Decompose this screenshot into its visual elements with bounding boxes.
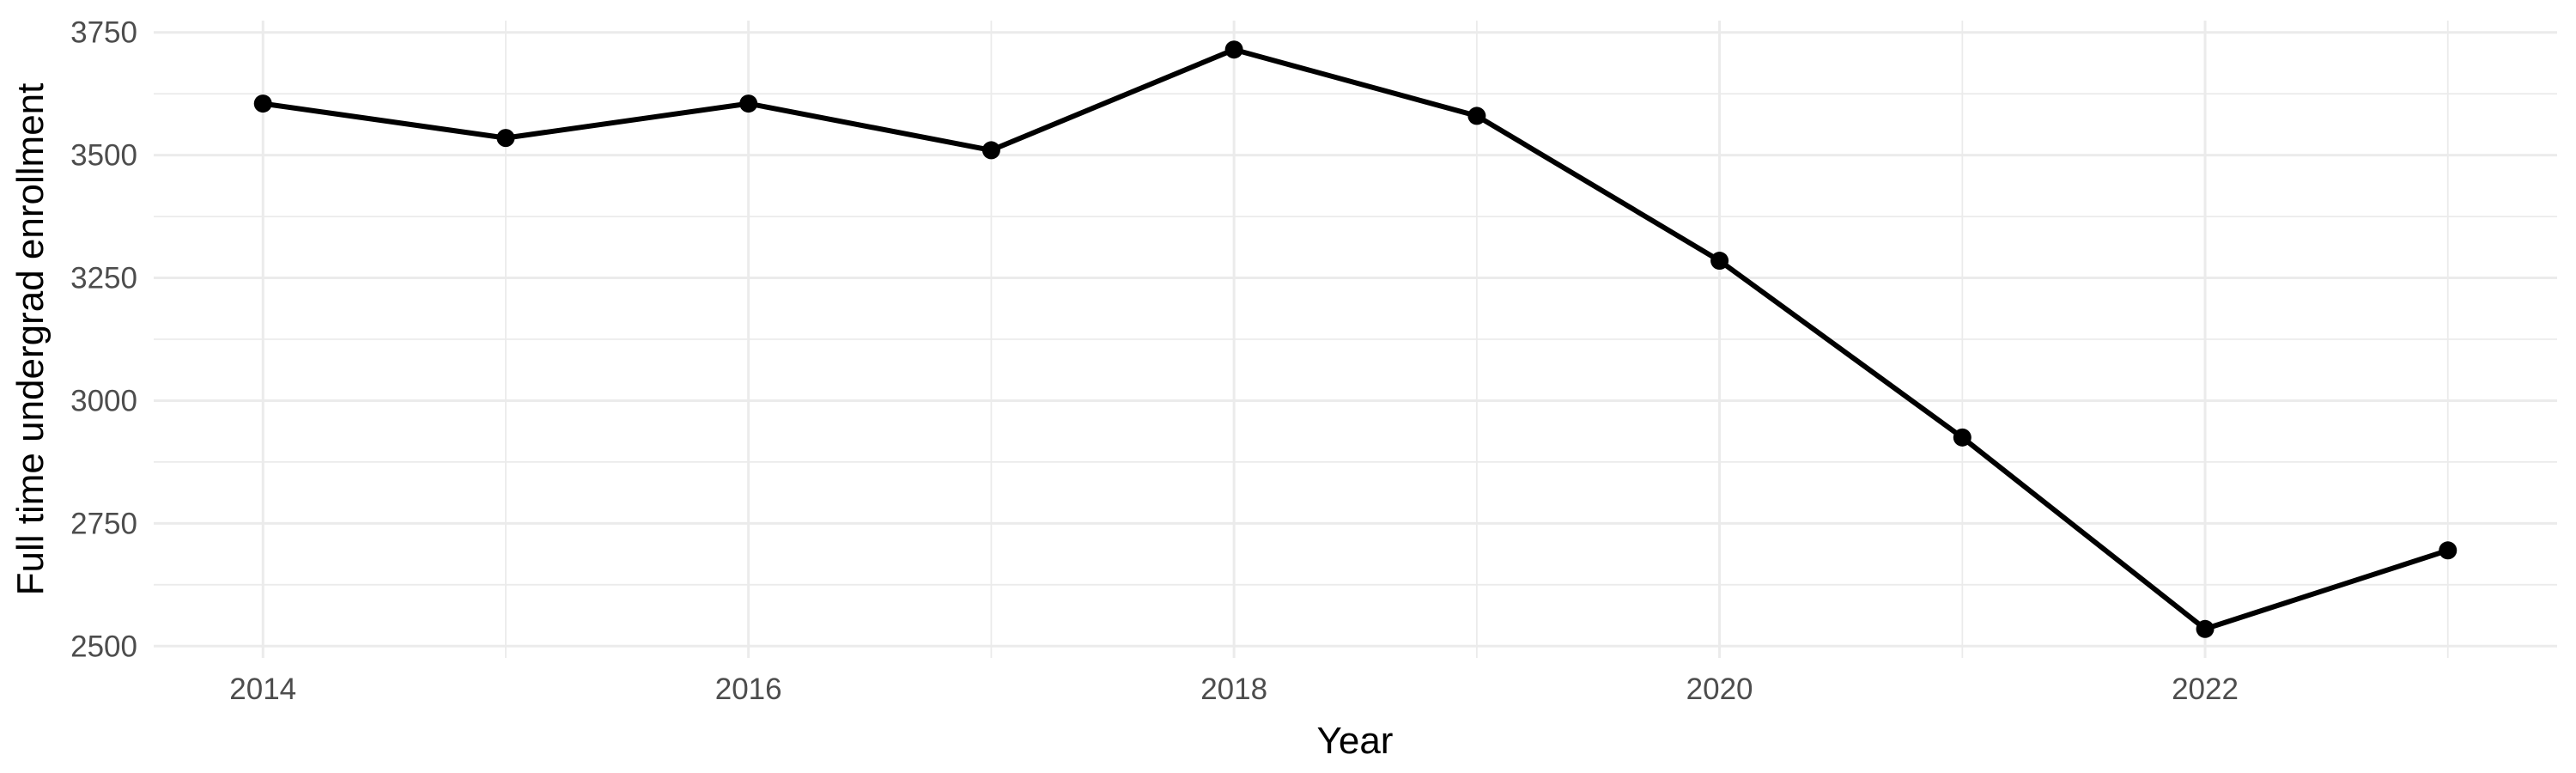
y-tick-label: 2500 (70, 630, 137, 663)
y-tick-label: 2750 (70, 507, 137, 540)
data-points-group (253, 40, 2458, 638)
data-point (739, 94, 758, 113)
x-tick-label: 2016 (715, 673, 782, 706)
data-point (1224, 40, 1243, 59)
data-point (1710, 252, 1729, 271)
y-tick-label: 3000 (70, 384, 137, 417)
x-tick-label: 2018 (1200, 673, 1267, 706)
data-point (2196, 619, 2215, 638)
x-tick-label: 2020 (1686, 673, 1753, 706)
y-tick-label: 3750 (70, 16, 137, 50)
data-point (2439, 541, 2458, 560)
data-point (253, 94, 272, 113)
x-axis-tick-labels: 2014 2016 2018 2020 2022 (229, 673, 2239, 706)
y-tick-label: 3500 (70, 139, 137, 173)
x-axis-title: Year (1317, 720, 1394, 762)
data-point (496, 129, 515, 148)
x-tick-label: 2014 (229, 673, 296, 706)
data-point (1467, 107, 1486, 125)
data-line-group (262, 46, 2449, 632)
y-tick-label: 3250 (70, 262, 137, 295)
data-point (981, 141, 1000, 160)
gridlines-minor (154, 21, 2557, 658)
gridlines-major (154, 21, 2557, 658)
y-axis-title: Full time undergrad enrollment (9, 83, 52, 596)
y-axis-tick-labels: 2500 2750 3000 3250 3500 3750 (70, 16, 137, 664)
enrollment-trend-line (262, 46, 2449, 632)
data-point (1953, 428, 1971, 447)
x-tick-label: 2022 (2172, 673, 2239, 706)
